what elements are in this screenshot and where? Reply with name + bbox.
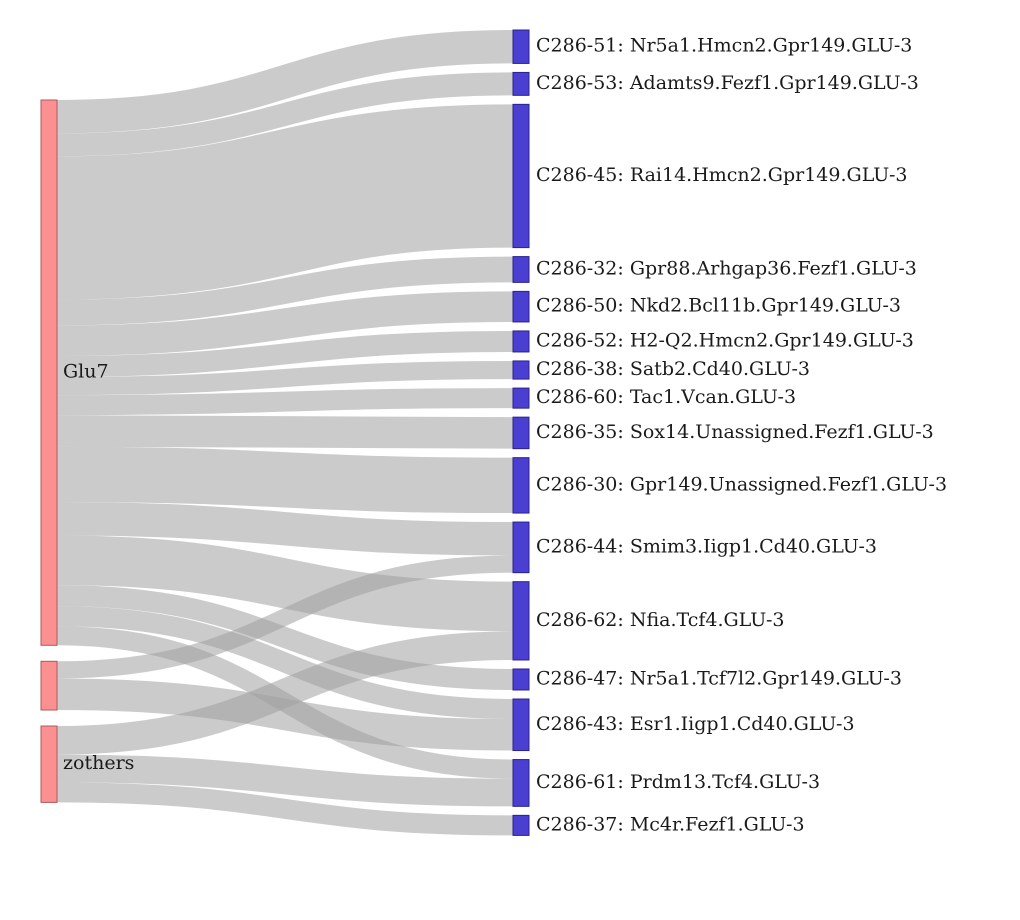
link-glu7-to-c286-62 bbox=[56, 535, 514, 632]
link-glu7-to-c286-52 bbox=[56, 330, 514, 377]
link-glu7-to-c286-38 bbox=[56, 360, 514, 396]
links-layer bbox=[56, 30, 514, 836]
link-glu7-to-c286-47 bbox=[56, 585, 514, 690]
link-glu7-to-c286-60 bbox=[56, 388, 514, 416]
target-label-c286-45: C286-45: Rai14.Hmcn2.Gpr149.GLU-3 bbox=[536, 164, 907, 186]
link-glu7-to-c286-30 bbox=[56, 446, 514, 514]
target-label-c286-32: C286-32: Gpr88.Arhgap36.Fezf1.GLU-3 bbox=[536, 257, 917, 279]
link-glu7-to-c286-43 bbox=[56, 606, 514, 720]
source-node-zothers bbox=[40, 725, 58, 803]
link-glu7-to-c286-44 bbox=[56, 502, 514, 556]
target-node-c286-61 bbox=[512, 759, 530, 807]
link-unlabeled-to-c286-43 bbox=[56, 678, 514, 751]
target-label-c286-50: C286-50: Nkd2.Bcl11b.Gpr149.GLU-3 bbox=[536, 295, 901, 317]
target-node-c286-62 bbox=[512, 581, 530, 661]
target-node-c286-47 bbox=[512, 668, 530, 691]
target-label-c286-47: C286-47: Nr5a1.Tcf7l2.Gpr149.GLU-3 bbox=[536, 667, 902, 689]
target-node-c286-35 bbox=[512, 416, 530, 450]
target-label-c286-51: C286-51: Nr5a1.Hmcn2.Gpr149.GLU-3 bbox=[536, 35, 912, 57]
link-glu7-to-c286-50 bbox=[56, 291, 514, 356]
target-node-c286-53 bbox=[512, 71, 530, 96]
target-label-c286-44: C286-44: Smim3.Iigp1.Cd40.GLU-3 bbox=[536, 535, 877, 557]
target-node-c286-30 bbox=[512, 457, 530, 514]
target-label-c286-61: C286-61: Prdm13.Tcf4.GLU-3 bbox=[536, 771, 820, 793]
link-glu7-to-c286-32 bbox=[56, 256, 514, 326]
target-node-c286-45 bbox=[512, 103, 530, 249]
link-zothers-to-c286-62 bbox=[56, 631, 514, 755]
link-zothers-to-c286-37 bbox=[56, 782, 514, 836]
target-label-c286-43: C286-43: Esr1.Iigp1.Cd40.GLU-3 bbox=[536, 713, 855, 735]
target-node-c286-50 bbox=[512, 290, 530, 323]
target-label-c286-37: C286-37: Mc4r.Fezf1.GLU-3 bbox=[536, 813, 805, 835]
target-node-c286-44 bbox=[512, 521, 530, 574]
link-glu7-to-c286-45 bbox=[56, 104, 514, 300]
link-glu7-to-c286-51 bbox=[56, 30, 514, 134]
link-unlabeled-to-c286-44 bbox=[56, 555, 514, 679]
target-label-c286-52: C286-52: H2-Q2.Hmcn2.Gpr149.GLU-3 bbox=[536, 329, 914, 351]
target-node-c286-51 bbox=[512, 29, 530, 64]
nodes-layer bbox=[40, 29, 530, 836]
target-label-c286-53: C286-53: Adamts9.Fezf1.Gpr149.GLU-3 bbox=[536, 72, 919, 94]
labels-layer: Glu7 zothers C286-51: Nr5a1.Hmcn2.Gpr149.G… bbox=[63, 35, 947, 836]
target-node-c286-52 bbox=[512, 330, 530, 353]
target-node-c286-43 bbox=[512, 698, 530, 752]
target-node-c286-37 bbox=[512, 814, 530, 836]
target-label-c286-60: C286-60: Tac1.Vcan.GLU-3 bbox=[536, 386, 796, 408]
target-node-c286-32 bbox=[512, 256, 530, 283]
source-label-glu7: Glu7 bbox=[63, 361, 109, 383]
target-node-c286-60 bbox=[512, 387, 530, 409]
source-node-unlabeled bbox=[40, 660, 58, 711]
link-zothers-to-c286-61 bbox=[56, 754, 514, 807]
source-label-zothers: zothers bbox=[63, 752, 134, 774]
target-label-c286-62: C286-62: Nfia.Tcf4.GLU-3 bbox=[536, 609, 784, 631]
target-node-c286-38 bbox=[512, 360, 530, 380]
target-label-c286-35: C286-35: Sox14.Unassigned.Fezf1.GLU-3 bbox=[536, 421, 934, 443]
link-glu7-to-c286-35 bbox=[56, 415, 514, 449]
target-label-c286-38: C286-38: Satb2.Cd40.GLU-3 bbox=[536, 358, 810, 380]
target-label-c286-30: C286-30: Gpr149.Unassigned.Fezf1.GLU-3 bbox=[536, 473, 947, 495]
link-glu7-to-c286-53 bbox=[56, 72, 514, 157]
source-node-glu7 bbox=[40, 99, 58, 646]
